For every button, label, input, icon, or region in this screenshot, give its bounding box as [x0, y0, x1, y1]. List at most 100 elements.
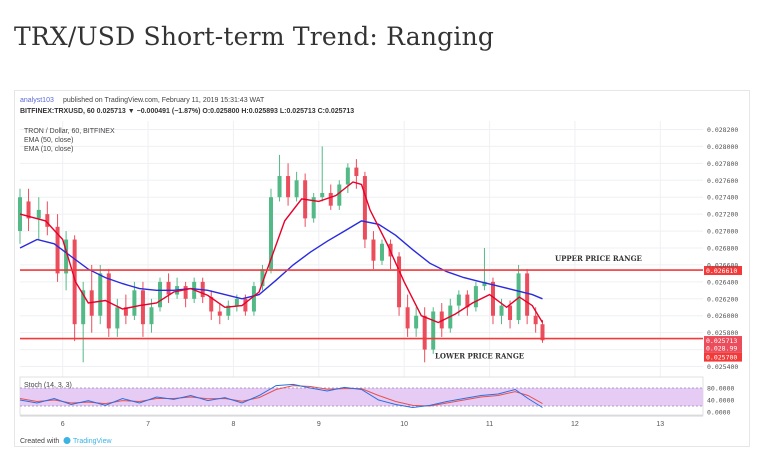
- stoch-indicator: 80.0000 40.0000 0.0000: [19, 383, 734, 417]
- candle-body: [516, 273, 521, 320]
- legend-ema50: EMA (50, close): [24, 137, 73, 144]
- price-badge: [704, 336, 742, 346]
- time-tick-label: 13: [656, 421, 664, 428]
- price-tick-label: 0.028000: [707, 143, 738, 151]
- candle-body: [499, 305, 504, 316]
- candle-body: [115, 307, 120, 329]
- candle-body: [422, 315, 427, 350]
- candle-body: [525, 273, 530, 316]
- level-price-text: 0.025700: [706, 354, 737, 362]
- grid: [20, 121, 703, 415]
- price-levels: UPPER PRICE RANGE 0.026610 LOWER PRICE RAN…: [20, 254, 742, 362]
- time-tick-label: 12: [571, 421, 579, 428]
- candle-body: [234, 298, 239, 306]
- level-price-tag: [704, 266, 742, 276]
- price-badge: [704, 343, 742, 353]
- candle-body: [397, 256, 402, 308]
- time-axis: 6 7 8 9 10 11 12 13: [20, 415, 703, 428]
- stoch-tick-label: 80.0000: [707, 385, 734, 393]
- stoch-k-line: [19, 383, 543, 409]
- time-tick-label: 7: [146, 421, 150, 428]
- time-tick-label: 11: [486, 421, 493, 428]
- candle-body: [482, 281, 487, 287]
- candle-body: [362, 176, 367, 240]
- candle-body: [328, 192, 333, 206]
- candle-body: [251, 286, 256, 312]
- candle-body: [166, 281, 171, 295]
- price-tick-label: 0.027600: [707, 177, 738, 185]
- candle-body: [269, 197, 274, 270]
- author-name[interactable]: analyst103: [20, 97, 54, 104]
- price-badge-text: 0.025713: [706, 337, 737, 345]
- candle-body: [123, 307, 128, 316]
- time-tick-label: 6: [61, 421, 65, 428]
- page-title: TRX/USD Short-term Trend: Ranging: [14, 22, 495, 51]
- candle-body: [286, 176, 291, 198]
- ema50-line: [19, 220, 543, 300]
- candle-body: [140, 290, 145, 325]
- candle-body: [45, 214, 50, 227]
- stoch-band: [20, 388, 703, 406]
- candle-body: [405, 307, 410, 329]
- candle-body: [508, 305, 513, 320]
- price-tick-label: 0.025800: [707, 329, 738, 337]
- time-tick-label: 10: [400, 421, 408, 428]
- time-tick-label: 9: [317, 421, 321, 428]
- level-price-text: 0.026610: [706, 267, 737, 275]
- candle-body: [277, 176, 282, 198]
- footer-brand[interactable]: TradingView: [73, 438, 112, 445]
- stoch-tick-label: 40.0000: [707, 397, 734, 405]
- candle-body: [345, 167, 350, 185]
- level-label: LOWER PRICE RANGE: [435, 352, 524, 361]
- level-label: UPPER PRICE RANGE: [555, 254, 642, 263]
- ema-lines: [19, 181, 544, 324]
- candle-body: [72, 239, 77, 325]
- price-tick-label: 0.025400: [707, 363, 738, 371]
- price-tick-label: 0.028200: [707, 126, 738, 134]
- price-tick-label: 0.027200: [707, 211, 738, 219]
- price-axis: 0.028200 0.028000 0.027800 0.027600 0.027400…: [704, 126, 742, 371]
- price-badge-text: 0.028.99: [706, 344, 737, 352]
- candle-body: [540, 324, 545, 341]
- stoch-label: Stoch (14, 3, 3): [24, 382, 72, 389]
- stoch-d-line: [19, 385, 543, 407]
- candle-body: [311, 197, 316, 219]
- candle-body: [81, 290, 86, 325]
- candle-body: [379, 243, 384, 261]
- candle-body: [158, 281, 163, 308]
- candle-body: [431, 311, 436, 350]
- candle-body: [64, 239, 69, 274]
- candle-body: [132, 290, 137, 316]
- candle-body: [465, 294, 470, 308]
- candle-body: [183, 286, 188, 299]
- ticker-line: BITFINEX:TRXUSD, 60 0.025713 ▼ −0.000491…: [20, 108, 354, 115]
- candle-body: [371, 239, 376, 261]
- candle-body: [456, 294, 461, 306]
- candle-body: [533, 315, 538, 325]
- candle-body: [106, 273, 111, 329]
- candle-body: [337, 184, 342, 206]
- price-tick-label: 0.027400: [707, 194, 738, 202]
- candle-body: [98, 273, 103, 316]
- price-tick-label: 0.026000: [707, 312, 738, 320]
- stoch-tick-label: 0.0000: [707, 409, 731, 417]
- candle-body: [217, 311, 222, 316]
- price-tick-label: 0.027800: [707, 160, 738, 168]
- candlestick-chart: analyst103 published on TradingView.com,…: [18, 97, 742, 445]
- legend-symbol: TRON / Dollar, 60, BITFINEX: [24, 128, 115, 135]
- price-tick-label: 0.027000: [707, 228, 738, 236]
- price-tick-label: 0.026600: [707, 261, 738, 269]
- time-tick-label: 8: [231, 421, 235, 428]
- candle-body: [320, 192, 325, 198]
- candle-body: [26, 201, 31, 219]
- price-tick-label: 0.026800: [707, 245, 738, 253]
- candle-body: [294, 180, 299, 198]
- ema10-line: [19, 181, 544, 324]
- candle-body: [260, 269, 265, 287]
- price-tick-label: 0.026400: [707, 278, 738, 286]
- candle-body: [209, 297, 214, 312]
- candle-body: [36, 209, 41, 219]
- candle-body: [226, 305, 231, 316]
- price-tick-label: 0.026200: [707, 295, 738, 303]
- candle-body: [149, 307, 154, 325]
